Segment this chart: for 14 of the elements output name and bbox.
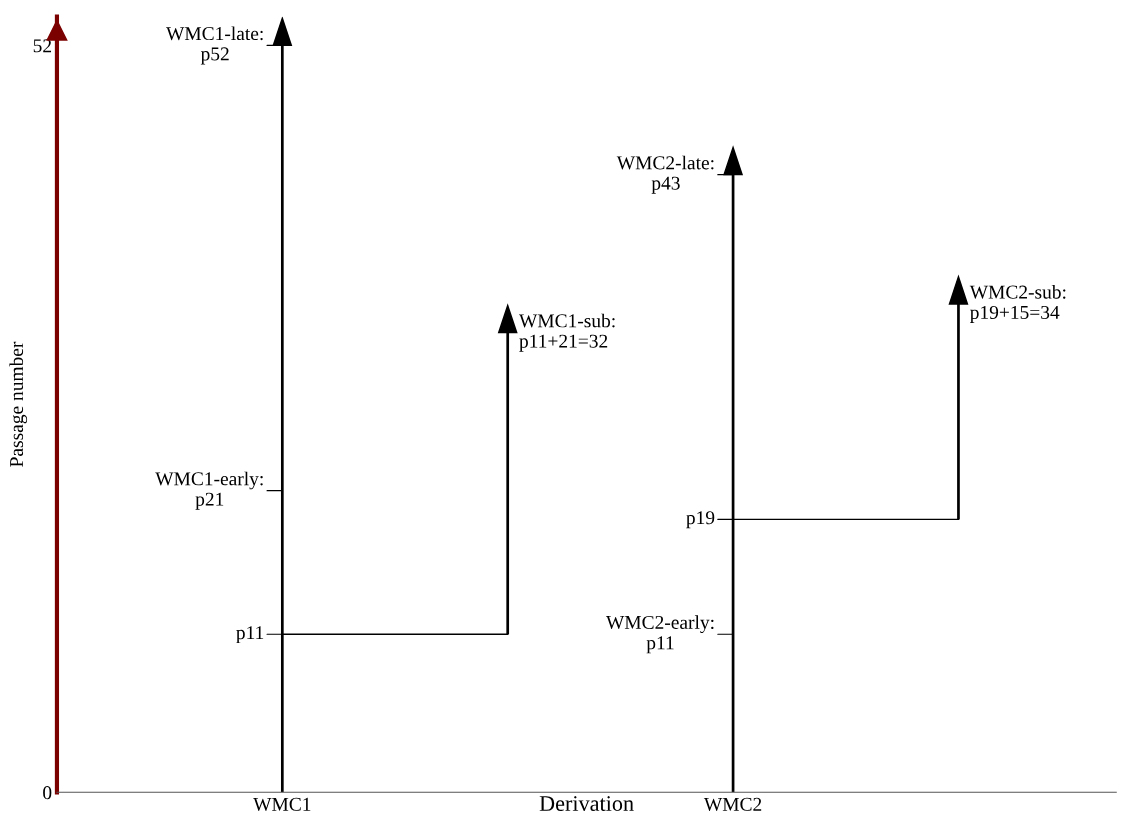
y-tick-label: 52 [33,39,52,53]
annotation: WMC1-early: p21 [155,471,263,510]
annotation: p11 [236,626,264,644]
annotation: WMC2-late: p43 [616,155,714,194]
annotation: p19 [686,511,715,529]
y-axis-title: Passage number [9,341,28,467]
x-axis-title: Derivation [539,796,634,811]
x-tick-label: WMC1 [253,797,311,811]
y-tick-label: 0 [43,786,52,800]
annotation: WMC1-sub: p11+21=32 [518,313,615,352]
x-tick-label: WMC2 [703,797,762,811]
annotation: WMC2-sub: p19+15=34 [969,284,1066,323]
annotation: WMC2-early: p11 [605,615,714,654]
annotation: WMC1-late: p52 [166,26,263,65]
